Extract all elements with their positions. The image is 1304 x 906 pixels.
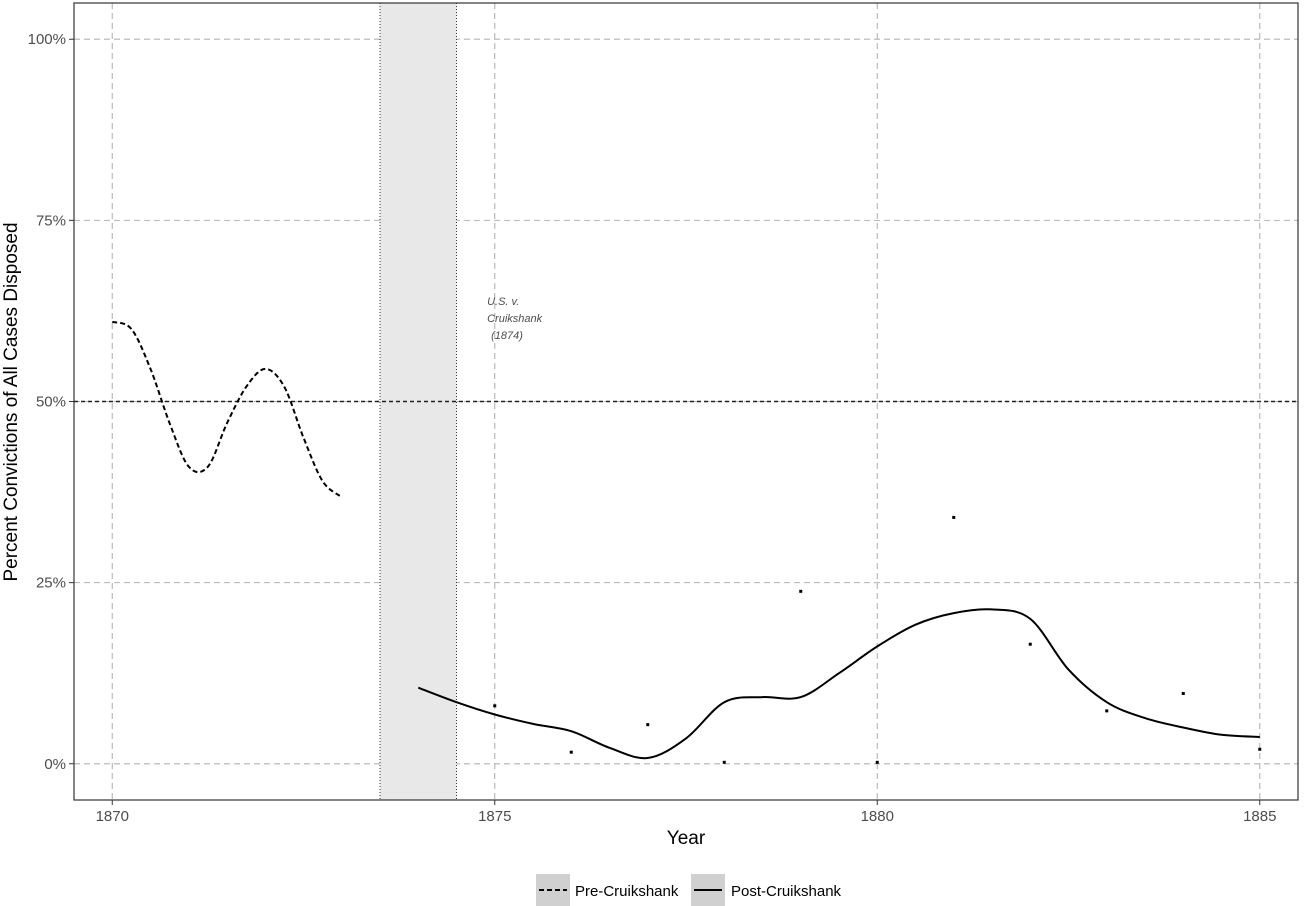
legend-label-pre-cruikshank: Pre-Cruikshank [575, 883, 679, 900]
annotation-line-3: (1874) [491, 330, 523, 342]
data-points [493, 515, 1262, 764]
data-point-1885 [1258, 747, 1262, 751]
data-point-1877 [646, 723, 650, 727]
data-point-1883 [1105, 709, 1109, 713]
y-tick-label-0: 0% [44, 756, 66, 773]
y-tick-label-4: 100% [28, 31, 66, 48]
legend-label-post-cruikshank: Post-Cruikshank [731, 883, 842, 900]
data-point-1875 [493, 704, 497, 708]
x-tick-label-1885: 1885 [1243, 808, 1276, 825]
annotation-line-2: Cruikshank [487, 313, 543, 325]
legend: Pre-Cruikshank Post-Cruikshank [536, 874, 842, 906]
y-axis-ticks: 0% 25% 50% 75% 100% [28, 31, 74, 773]
y-tick-label-1: 25% [36, 575, 66, 592]
y-tick-label-3: 75% [36, 212, 66, 229]
annotation-cruikshank: U.S. v. Cruikshank (1874) [487, 296, 545, 342]
x-axis-title: Year [667, 828, 706, 849]
data-point-1881 [952, 515, 956, 519]
x-tick-label-1875: 1875 [478, 808, 511, 825]
annotation-line-1: U.S. v. [487, 296, 519, 308]
series-line-post-cruikshank [417, 608, 1260, 760]
x-tick-label-1870: 1870 [96, 808, 129, 825]
series-line-pre-cruikshank [111, 320, 343, 498]
data-point-1880 [875, 760, 879, 764]
x-tick-label-1880: 1880 [861, 808, 894, 825]
x-axis-ticks: 1870 1875 1880 1885 [96, 800, 1276, 825]
y-tick-label-2: 50% [36, 394, 66, 411]
data-point-1879 [799, 589, 803, 593]
data-point-1876 [569, 750, 573, 754]
data-point-1878 [722, 760, 726, 764]
data-point-1884 [1181, 691, 1185, 695]
y-axis-title: Percent Convictions of All Cases Dispose… [1, 222, 22, 581]
series [111, 320, 1260, 760]
data-point-1882 [1028, 642, 1032, 646]
